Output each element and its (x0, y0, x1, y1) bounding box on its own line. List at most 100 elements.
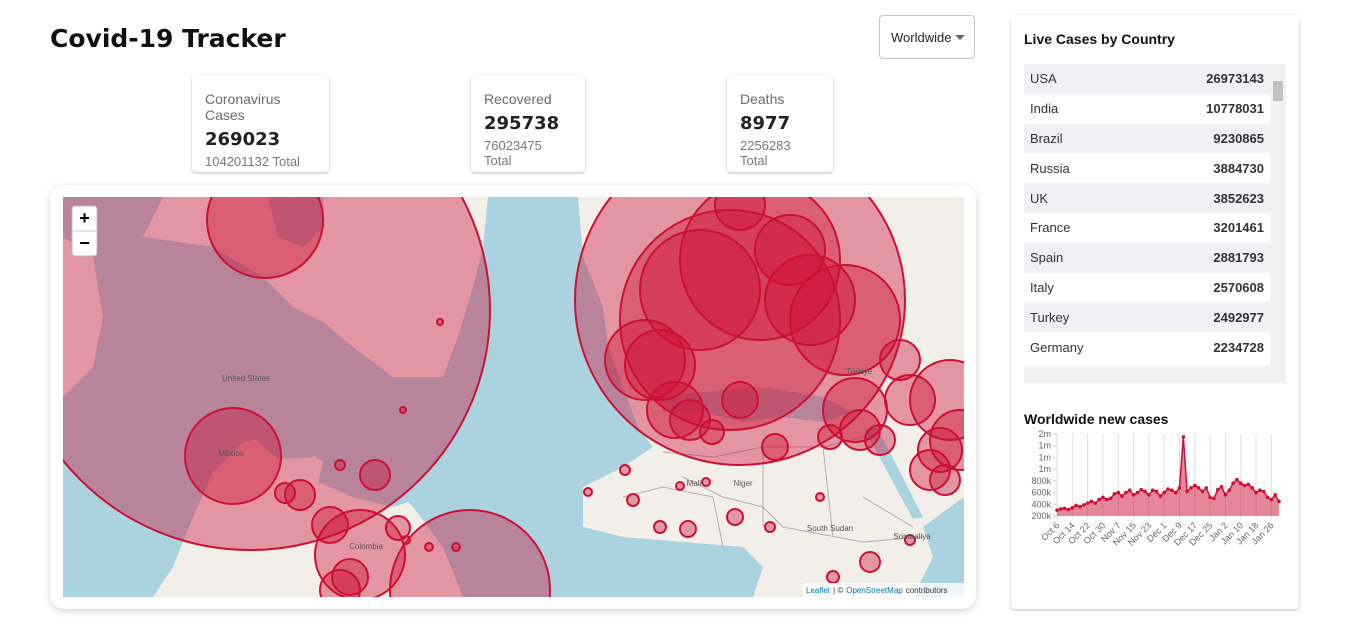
h-scrollbar[interactable] (1024, 366, 1286, 383)
point (1162, 490, 1166, 495)
map-label: South Sudan (807, 524, 853, 533)
map-label: México (218, 449, 244, 458)
table-row: UK 3852623 (1024, 183, 1270, 213)
point (1154, 489, 1159, 494)
point (1215, 487, 1220, 492)
attribution-part: contributors (906, 586, 948, 595)
point (1089, 499, 1094, 504)
point (1238, 481, 1243, 485)
y-tick-label: 800k (1031, 476, 1051, 486)
table-row: Turkey 2492977 (1024, 302, 1270, 333)
country-name: Italy (1030, 279, 1054, 295)
attribution-bg (803, 583, 964, 597)
case-circle (626, 493, 640, 507)
case-circle (909, 359, 964, 441)
point (1265, 495, 1270, 500)
case-circle (314, 509, 406, 597)
point (1250, 486, 1255, 490)
table-row: Germany 2234728 (1024, 332, 1270, 362)
point (1112, 491, 1117, 496)
case-circle (399, 406, 407, 414)
case-circle (424, 542, 434, 552)
country-cases: 3884730 (1213, 160, 1264, 176)
table-row: USA 26973143 (1024, 64, 1270, 94)
point (1139, 487, 1144, 492)
case-circle (401, 535, 411, 545)
case-circle (909, 449, 951, 491)
map[interactable]: United States México Colombia Mali Niger Türk… (63, 197, 964, 597)
country-cases: 9230865 (1213, 130, 1264, 146)
point (1150, 488, 1155, 493)
country-name: India (1030, 101, 1059, 117)
point (1143, 489, 1147, 494)
point (1242, 483, 1247, 488)
country-name: Russia (1030, 160, 1070, 176)
dropdown-arrow (955, 35, 965, 40)
gulf (253, 412, 328, 459)
case-circle (879, 339, 921, 381)
point (1059, 507, 1063, 511)
point (1185, 489, 1189, 494)
stat-today: 295738 (484, 113, 560, 134)
stat-label: Coronavirus Cases (205, 91, 281, 123)
attribution-part[interactable]: OpenStreetMap (846, 586, 903, 595)
case-circle (604, 319, 686, 401)
stat-card[interactable]: Coronavirus Cases 269023 104201132 Total (192, 75, 329, 172)
point (1254, 490, 1258, 495)
stat-today: 269023 (205, 129, 281, 150)
red-sea (863, 427, 923, 519)
y-tick-label: 2m (1038, 429, 1051, 439)
point (1246, 482, 1251, 487)
case-circle (184, 407, 282, 505)
zoom-in[interactable]: + (79, 208, 90, 228)
case-circle (646, 381, 704, 439)
attribution-part[interactable]: Leaflet (806, 586, 831, 595)
point (1135, 490, 1140, 495)
case-circle (653, 520, 667, 534)
map-label: Somaaliya (893, 532, 931, 541)
table-title: Live Cases by Country (1024, 31, 1175, 47)
v-scrollbar[interactable] (1270, 64, 1286, 366)
point (1055, 508, 1059, 512)
stat-card[interactable]: Recovered 295738 76023475 Total (471, 75, 585, 172)
stat-card[interactable]: Deaths 8977 2256283 Total (727, 75, 833, 172)
stat-total: 104201132 Total (205, 154, 300, 169)
point (1173, 490, 1178, 495)
case-circle (789, 264, 901, 376)
point (1085, 501, 1090, 505)
case-circle (619, 464, 631, 476)
y-tick-label: 200k (1031, 511, 1051, 521)
point (1101, 495, 1105, 500)
attribution-part: | © (833, 586, 843, 595)
country-table[interactable]: USA 26973143 India 10778031 Brazil 9230865 Rus… (1024, 64, 1270, 362)
stat-total: 76023475 Total (484, 138, 542, 168)
point (1066, 507, 1071, 512)
point (1104, 497, 1109, 502)
case-circle (815, 492, 825, 502)
country-name: Spain (1030, 250, 1064, 266)
point (1277, 499, 1281, 504)
case-circle (389, 509, 551, 597)
table-row: Italy 2570608 (1024, 273, 1270, 303)
table-row: Russia 3884730 (1024, 153, 1270, 183)
point (1200, 489, 1205, 494)
point (1108, 496, 1113, 501)
country-select[interactable]: Worldwide (879, 15, 975, 59)
hudson-bay (268, 197, 325, 247)
case-circle (817, 424, 843, 450)
zoom-control (71, 205, 98, 257)
point (1127, 488, 1132, 493)
y-tick-label: 400k (1031, 499, 1051, 509)
point (1223, 493, 1228, 497)
point (1212, 496, 1216, 501)
case-circle (701, 477, 711, 487)
map-label: Türkiye (846, 367, 873, 376)
zoom-out[interactable]: − (79, 233, 90, 253)
point (1074, 503, 1078, 508)
point (1189, 486, 1193, 490)
case-circle (359, 459, 391, 491)
point (1219, 484, 1224, 489)
point (1269, 497, 1274, 502)
country-name: France (1030, 220, 1071, 236)
